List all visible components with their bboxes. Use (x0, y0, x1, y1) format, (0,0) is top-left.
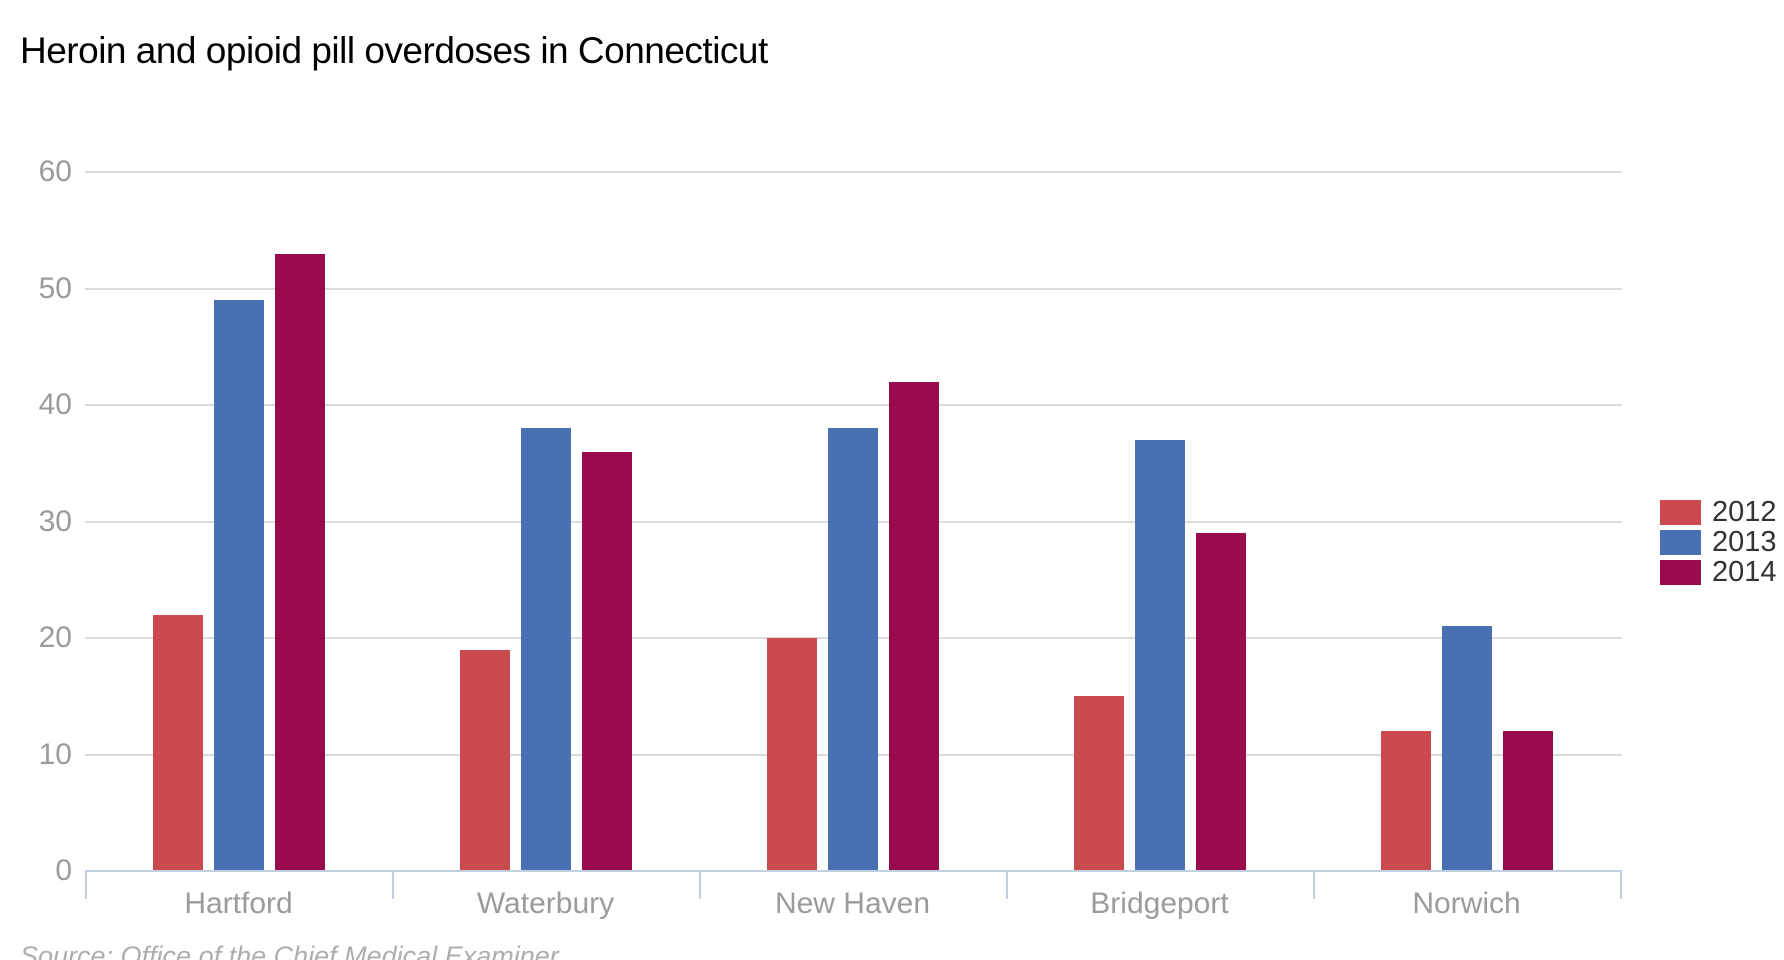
x-axis-line (85, 870, 1622, 872)
bar-hartford-2014[interactable] (274, 253, 325, 871)
legend-label-2012: 2012 (1712, 496, 1777, 528)
legend: 2012 2013 2014 (1660, 496, 1777, 590)
x-axis-label-hartford: Hartford (184, 887, 293, 920)
y-axis-tick-label-40: 40 (38, 388, 72, 421)
gridline-50 (85, 287, 1622, 290)
y-axis-tick-label-30: 30 (38, 504, 72, 538)
y-axis-tick-label-20: 20 (38, 621, 72, 654)
legend-swatch-2012 (1660, 500, 1701, 525)
bar-new-haven-2013[interactable] (827, 428, 878, 871)
bar-bridgeport-2014[interactable] (1195, 533, 1246, 871)
x-axis-tick (392, 871, 394, 899)
x-axis-label-bridgeport: Bridgeport (1090, 887, 1229, 920)
bar-new-haven-2014[interactable] (888, 381, 939, 871)
bar-waterbury-2014[interactable] (581, 451, 632, 871)
legend-item-2014[interactable]: 2014 (1660, 556, 1777, 588)
source-note: Source: Office of the Chief Medical Exam… (20, 941, 559, 960)
y-axis-tick-label-50: 50 (38, 271, 72, 305)
bar-norwich-2014[interactable] (1502, 731, 1553, 871)
x-axis-tick (1620, 871, 1622, 899)
legend-swatch-2013 (1660, 530, 1701, 555)
bar-hartford-2013[interactable] (213, 300, 264, 871)
legend-label-2013: 2013 (1712, 526, 1777, 558)
legend-swatch-2014 (1660, 560, 1701, 585)
bar-waterbury-2012[interactable] (459, 649, 510, 871)
y-axis-tick-label-0: 0 (55, 854, 72, 887)
x-axis-tick (1006, 871, 1008, 899)
bar-hartford-2012[interactable] (152, 614, 203, 871)
gridline-40 (85, 404, 1622, 406)
x-axis-label-norwich: Norwich (1412, 887, 1521, 920)
legend-item-2013[interactable]: 2013 (1660, 526, 1777, 558)
legend-label-2014: 2014 (1712, 556, 1777, 588)
bar-norwich-2013[interactable] (1441, 626, 1492, 871)
x-axis-tick (85, 871, 87, 899)
x-axis-label-new-haven: New Haven (774, 887, 931, 920)
x-axis-label-waterbury: Waterbury (476, 887, 615, 920)
x-axis-tick (1313, 871, 1315, 899)
y-axis-tick-label-60: 60 (38, 155, 72, 188)
bar-new-haven-2012[interactable] (766, 638, 817, 871)
legend-item-2012[interactable]: 2012 (1660, 496, 1777, 528)
x-axis-tick (699, 871, 701, 899)
bar-waterbury-2013[interactable] (520, 428, 571, 871)
y-axis-tick-label-10: 10 (38, 737, 72, 771)
gridline-60 (85, 171, 1622, 173)
chart-title: Heroin and opioid pill overdoses in Conn… (20, 30, 768, 71)
bar-norwich-2012[interactable] (1380, 731, 1431, 871)
bar-bridgeport-2012[interactable] (1073, 696, 1124, 871)
bar-bridgeport-2013[interactable] (1134, 439, 1185, 871)
